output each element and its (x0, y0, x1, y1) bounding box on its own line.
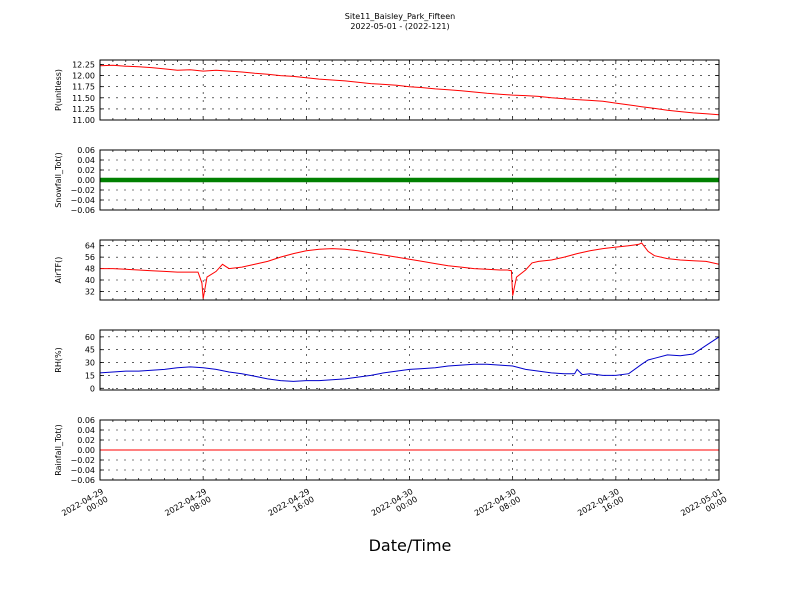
y-tick-label: 0.00 (77, 176, 95, 185)
y-tick-label: −0.06 (70, 476, 95, 485)
y-tick-label: 48 (85, 265, 95, 274)
plot-frame (99, 239, 720, 301)
plot-frame (99, 419, 720, 481)
y-tick-label: −0.06 (70, 206, 95, 215)
y-tick-label: 32 (85, 287, 95, 296)
y-tick-label: 11.75 (72, 83, 95, 92)
y-axis-label: Snowfall_Tot() (54, 152, 63, 208)
y-tick-label: −0.04 (70, 196, 95, 205)
y-tick-label: 0.00 (77, 446, 95, 455)
data-series (100, 242, 720, 299)
y-tick-label: 56 (85, 253, 95, 262)
data-series (99, 336, 720, 382)
y-tick-label: 0.06 (77, 416, 95, 425)
y-tick-label: −0.02 (70, 456, 95, 465)
y-tick-label: 45 (85, 346, 95, 355)
y-tick-label: 11.25 (72, 105, 95, 114)
y-axis-label: RH(%) (54, 347, 63, 372)
y-axis-label: AirTF() (54, 257, 63, 284)
chart-subtitle: 2022-05-01 - (2022-121) (350, 22, 449, 31)
y-tick-label: 0.04 (77, 426, 95, 435)
y-tick-label: 0.02 (77, 166, 95, 175)
y-tick-label: 12.25 (72, 60, 95, 69)
plot-frame (99, 329, 720, 391)
y-tick-label: −0.04 (70, 466, 95, 475)
y-tick-label: 12.00 (72, 72, 95, 81)
y-axis-label: P(unitless) (54, 69, 63, 111)
y-tick-label: 0.06 (77, 146, 95, 155)
y-axis-label: Rainfall_Tot() (54, 424, 63, 476)
x-axis-label: Date/Time (369, 536, 452, 555)
y-tick-label: 64 (85, 242, 95, 251)
y-tick-label: −0.02 (70, 186, 95, 195)
y-tick-label: 0 (90, 384, 95, 393)
chart-title: Site11_Baisley_Park_Fifteen (345, 12, 455, 21)
y-tick-label: 11.50 (72, 94, 95, 103)
plot-frame (99, 59, 720, 121)
y-tick-label: 0.02 (77, 436, 95, 445)
y-tick-label: 0.04 (77, 156, 95, 165)
y-tick-label: 30 (85, 359, 95, 368)
y-tick-label: 60 (85, 333, 95, 342)
y-tick-label: 15 (85, 371, 95, 380)
data-series (99, 64, 720, 116)
plot-frame (99, 149, 720, 211)
y-tick-label: 40 (85, 276, 95, 285)
y-tick-label: 11.00 (72, 116, 95, 125)
